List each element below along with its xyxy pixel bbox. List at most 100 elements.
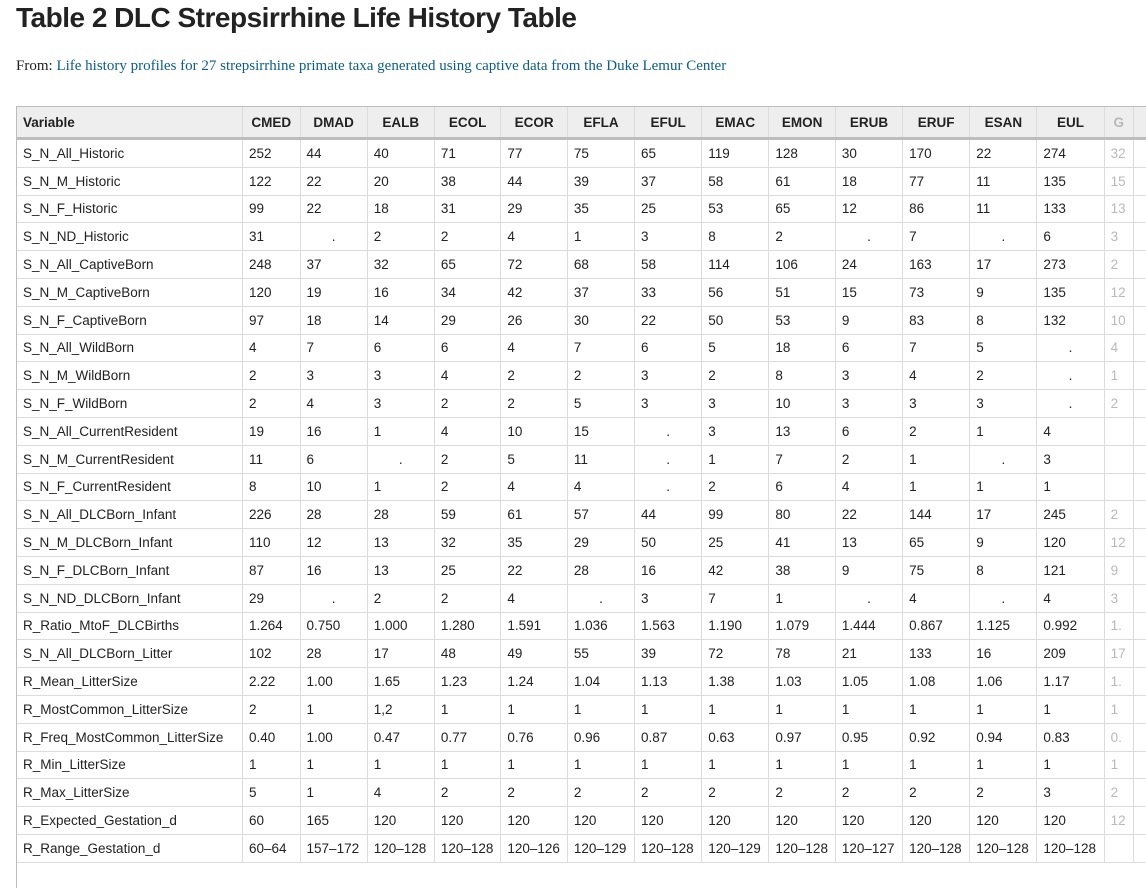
value-cell: 1	[367, 473, 434, 501]
value-cell: 2	[434, 473, 501, 501]
value-cell: 1	[835, 751, 902, 779]
value-cell: 7	[903, 223, 970, 251]
value-cell: 120–128	[367, 834, 434, 862]
value-cell: 120	[903, 807, 970, 835]
value-cell: 1.280	[434, 612, 501, 640]
filler-cell	[1134, 251, 1146, 279]
value-cell: 5	[243, 779, 301, 807]
value-cell: 53	[702, 195, 769, 223]
value-cell: 114	[702, 251, 769, 279]
value-cell: 7	[903, 334, 970, 362]
value-cell: 0.95	[835, 723, 902, 751]
value-cell: 8	[243, 473, 301, 501]
value-cell: 17	[367, 640, 434, 668]
value-cell: 252	[243, 139, 301, 168]
value-cell: 1.05	[835, 668, 902, 696]
value-cell: 25	[702, 529, 769, 557]
variable-cell: S_N_All_CaptiveBorn	[17, 251, 243, 279]
value-cell: 120	[702, 807, 769, 835]
filler-cell	[1134, 139, 1146, 168]
value-cell: 2	[769, 223, 836, 251]
value-cell: 6	[367, 334, 434, 362]
value-cell: 11	[243, 445, 301, 473]
value-cell: 75	[903, 556, 970, 584]
column-header-esan: ESAN	[970, 107, 1037, 139]
value-cell: 50	[702, 306, 769, 334]
value-cell: 17	[970, 501, 1037, 529]
value-cell: 58	[635, 251, 702, 279]
value-cell: 77	[903, 167, 970, 195]
value-cell: 3	[367, 362, 434, 390]
value-cell: 121	[1037, 556, 1104, 584]
value-cell: 1	[903, 445, 970, 473]
value-cell: 9	[1104, 556, 1133, 584]
value-cell: 65	[434, 251, 501, 279]
value-cell: 2	[501, 362, 568, 390]
value-cell: 73	[903, 278, 970, 306]
column-header-ecor: ECOR	[501, 107, 568, 139]
value-cell: 1.591	[501, 612, 568, 640]
value-cell: 1	[367, 417, 434, 445]
value-cell: 1.079	[769, 612, 836, 640]
value-cell: 18	[769, 334, 836, 362]
filler-cell	[1134, 167, 1146, 195]
value-cell: 0.96	[567, 723, 634, 751]
value-cell: 16	[970, 640, 1037, 668]
column-header-variable: Variable	[17, 107, 243, 139]
value-cell: 2	[1104, 390, 1133, 418]
filler-cell	[1134, 529, 1146, 557]
value-cell: 12	[1104, 529, 1133, 557]
value-cell: 120	[970, 807, 1037, 835]
value-cell: 1	[434, 751, 501, 779]
value-cell: 2	[702, 362, 769, 390]
value-cell: .	[835, 584, 902, 612]
value-cell: 102	[243, 640, 301, 668]
value-cell: 226	[243, 501, 301, 529]
value-cell: 4	[501, 584, 568, 612]
value-cell: 4	[434, 417, 501, 445]
filler-cell	[1134, 668, 1146, 696]
value-cell: 28	[367, 501, 434, 529]
value-cell: 1.444	[835, 612, 902, 640]
value-cell: 6	[835, 417, 902, 445]
value-cell: 1.	[1104, 612, 1133, 640]
value-cell: 1.03	[769, 668, 836, 696]
value-cell: 1	[970, 417, 1037, 445]
value-cell: 32	[367, 251, 434, 279]
value-cell: 13	[835, 529, 902, 557]
value-cell: 128	[769, 139, 836, 168]
value-cell: 44	[300, 139, 367, 168]
value-cell: 1	[434, 695, 501, 723]
value-cell: 12	[1104, 807, 1133, 835]
value-cell: 1.000	[367, 612, 434, 640]
value-cell: 75	[567, 139, 634, 168]
value-cell: .	[970, 584, 1037, 612]
value-cell: 71	[434, 139, 501, 168]
variable-cell: R_Mean_LitterSize	[17, 668, 243, 696]
value-cell: 6	[1037, 223, 1104, 251]
filler-cell	[1134, 779, 1146, 807]
value-cell: 22	[970, 139, 1037, 168]
variable-cell: R_Max_LitterSize	[17, 779, 243, 807]
value-cell: .	[367, 445, 434, 473]
source-article-link[interactable]: Life history profiles for 27 strepsirrhi…	[56, 58, 726, 74]
value-cell: 16	[367, 278, 434, 306]
value-cell: 22	[300, 167, 367, 195]
value-cell: 1	[635, 751, 702, 779]
filler-cell	[1134, 362, 1146, 390]
value-cell: 1	[1037, 695, 1104, 723]
value-cell: 22	[835, 501, 902, 529]
value-cell: 120–129	[702, 834, 769, 862]
value-cell: 3	[367, 390, 434, 418]
value-cell	[1104, 473, 1133, 501]
